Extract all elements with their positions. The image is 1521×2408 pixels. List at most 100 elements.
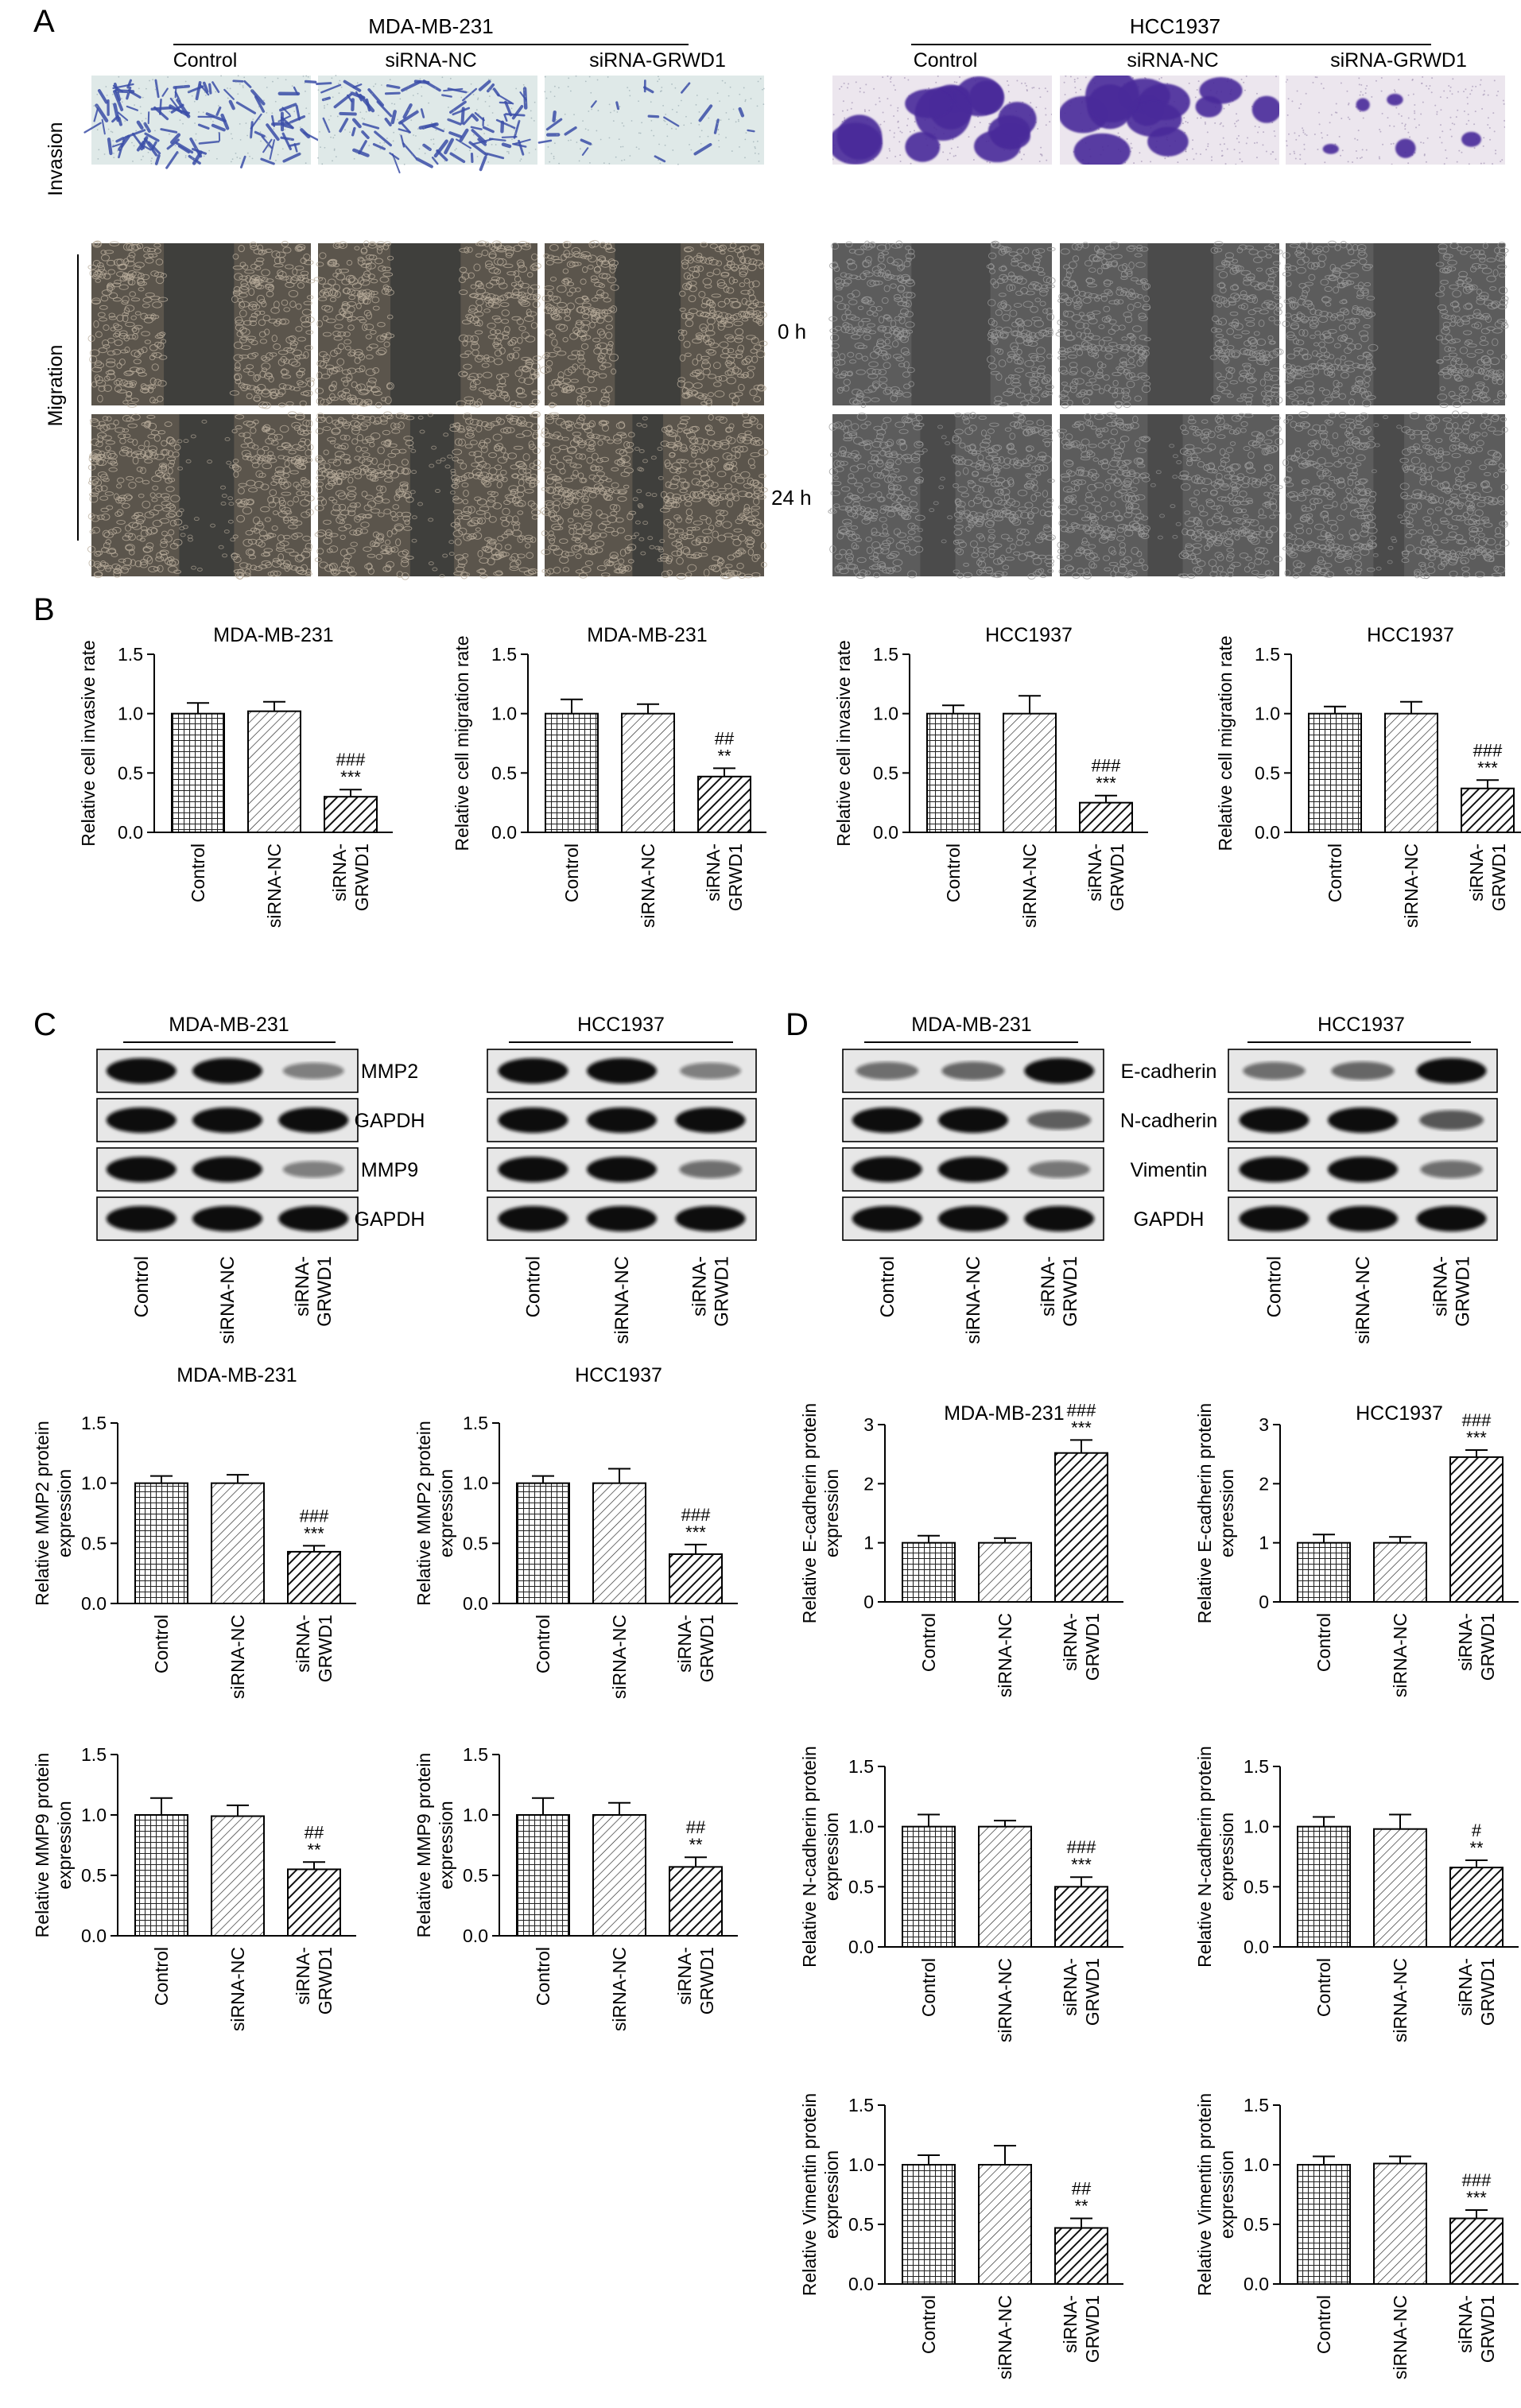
cell [322, 283, 332, 289]
cell [126, 451, 133, 457]
cell [169, 558, 180, 566]
cell [343, 379, 349, 387]
cell [99, 495, 109, 501]
stained-cell [235, 101, 257, 114]
cell [749, 388, 758, 397]
cell [159, 550, 167, 556]
stained-cell [564, 126, 577, 136]
cell [484, 511, 491, 520]
cell [250, 456, 260, 464]
pore [1221, 149, 1224, 152]
cell [607, 340, 614, 347]
cell [476, 320, 483, 327]
cell [243, 320, 252, 326]
cell [102, 416, 109, 421]
cell [136, 466, 143, 472]
pore [1469, 93, 1472, 95]
pore [147, 151, 149, 153]
pore [262, 99, 265, 102]
cell [478, 568, 486, 575]
pore [1286, 145, 1288, 147]
cell [100, 254, 111, 262]
panel-a-hcc-col-sirna-grwd1: siRNA-GRWD1 [1330, 49, 1467, 72]
cell [254, 266, 262, 271]
cell [328, 545, 339, 553]
pore [1321, 137, 1323, 139]
cell [274, 257, 281, 265]
cell [530, 363, 541, 370]
migrated-cell [442, 553, 448, 558]
cell [302, 535, 312, 541]
cell [547, 308, 557, 316]
cell [328, 278, 336, 286]
cell [522, 468, 532, 474]
pore [1084, 76, 1087, 79]
pore [1497, 91, 1500, 93]
cell [510, 553, 519, 561]
pore [1139, 152, 1141, 154]
cell [233, 354, 243, 362]
pore [899, 161, 902, 163]
cell [581, 266, 588, 273]
cell [163, 472, 171, 480]
pore [1378, 156, 1380, 158]
pore [360, 130, 363, 132]
cell [460, 463, 468, 470]
pore [615, 156, 617, 158]
pore [677, 163, 679, 165]
pore [435, 129, 437, 131]
pore [491, 88, 493, 91]
stained-cell [277, 114, 292, 122]
stained-cell [143, 138, 158, 157]
cell [386, 414, 394, 420]
pore [421, 86, 423, 88]
cell [471, 462, 480, 467]
pore [882, 76, 884, 79]
cell [525, 543, 531, 549]
pore [1429, 85, 1431, 87]
cell [267, 533, 277, 537]
cell [116, 271, 126, 277]
pore [1420, 113, 1422, 115]
pore [873, 87, 875, 90]
cell [153, 434, 161, 442]
cell [153, 248, 161, 254]
pore [718, 145, 720, 148]
cell [151, 475, 162, 483]
pore [707, 98, 708, 100]
cell [332, 242, 341, 249]
cell [478, 441, 488, 449]
cell [403, 525, 413, 531]
pore [888, 148, 890, 150]
cell [532, 265, 539, 271]
pore [266, 87, 268, 88]
pore [1452, 78, 1454, 80]
cell [551, 378, 560, 386]
pore [899, 130, 902, 133]
cell [531, 464, 541, 471]
pore [550, 153, 553, 155]
pore [1451, 93, 1453, 95]
cell [475, 287, 487, 295]
cell [231, 464, 239, 471]
stained-cell [97, 89, 108, 104]
stained-cell [211, 81, 220, 93]
cell [608, 353, 619, 362]
pore [449, 77, 452, 79]
cell [154, 335, 164, 339]
pore [1458, 149, 1461, 152]
cell [392, 504, 400, 510]
cell [243, 499, 254, 506]
pore [700, 142, 702, 145]
cell [166, 456, 177, 462]
pore [623, 125, 625, 127]
cell [350, 541, 358, 547]
cell [275, 318, 282, 324]
cell [262, 314, 271, 322]
cell [159, 332, 166, 336]
pore [681, 99, 682, 102]
pore [1317, 148, 1319, 150]
cell [470, 517, 481, 525]
pore [1220, 122, 1222, 124]
cell [322, 354, 331, 362]
